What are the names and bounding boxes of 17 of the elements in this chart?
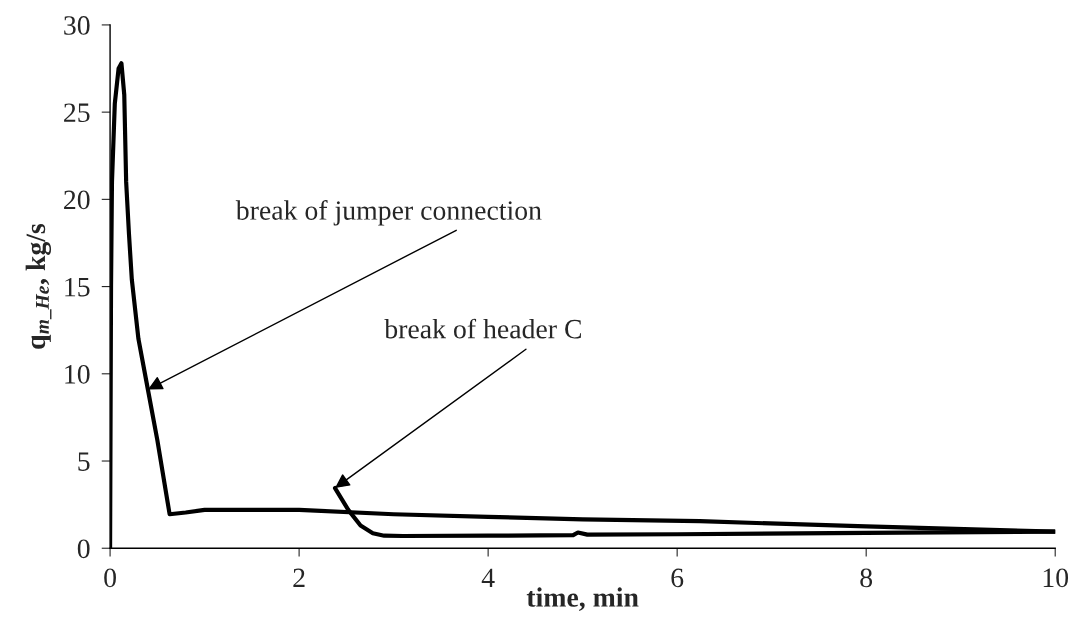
annotation: break of jumper connection (235, 200, 542, 226)
y-tick-label: 10 (65, 364, 90, 384)
y-axis-title: q$_{m_He}$, kg/s (25, 223, 52, 349)
x-tick-label: 10 (1043, 568, 1069, 588)
x-tick-label: 6 (671, 568, 684, 588)
x-tick-label: 2 (293, 568, 305, 587)
x-tick-label: 4 (481, 568, 495, 587)
y-tick-label: 5 (78, 452, 90, 471)
x-tick-label: 0 (104, 568, 116, 588)
y-tick-label: 20 (64, 190, 90, 210)
y-tick-label: 15 (65, 277, 90, 297)
y-tick-label: 30 (64, 16, 90, 35)
x-axis-title: time, min (526, 587, 639, 611)
y-tick-label: 25 (64, 103, 90, 123)
annotation: break of header C (384, 318, 581, 339)
y-tick-label: 0 (77, 539, 90, 559)
x-tick-label: 8 (860, 568, 873, 588)
